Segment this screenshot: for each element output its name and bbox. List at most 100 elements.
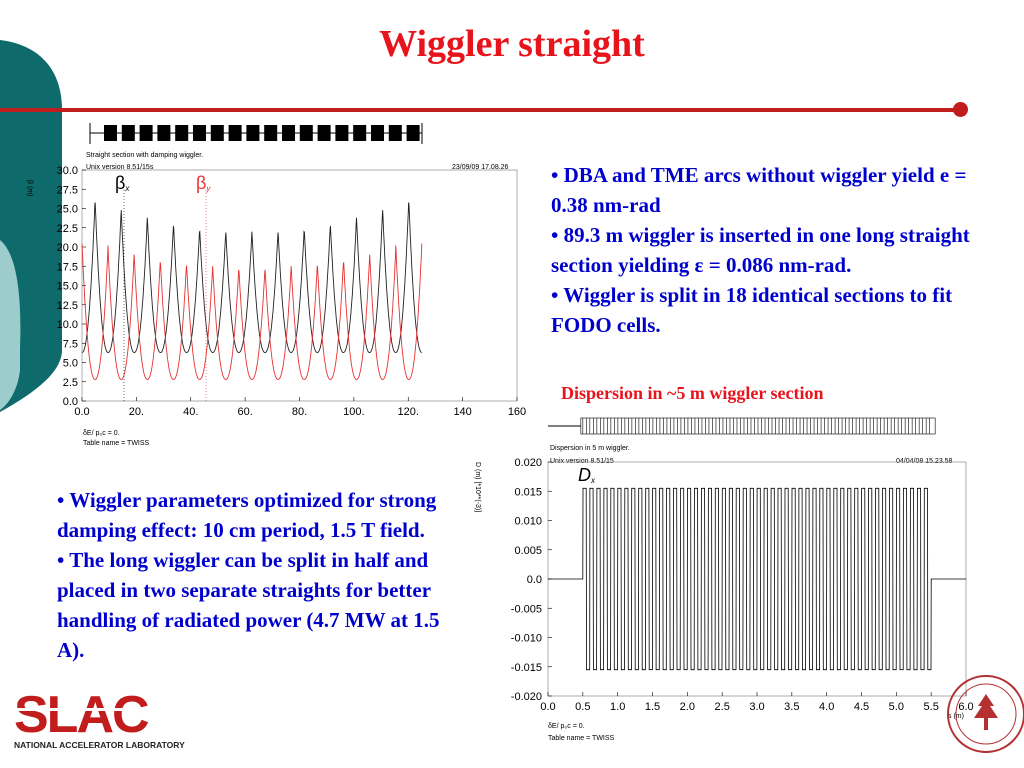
y-tick-label: 0.0: [527, 574, 542, 586]
chart1-footer-line1: δE/ p₀c = 0.: [83, 430, 120, 437]
lattice-magnet: [193, 125, 206, 141]
lattice-magnet: [371, 125, 384, 141]
y-tick-label: 20.0: [57, 242, 78, 254]
wiggler-lattice-bar: [548, 417, 936, 435]
y-tick-label: 5.0: [63, 358, 78, 370]
lattice-bar: [89, 123, 423, 144]
y-tick-label: -0.010: [511, 633, 542, 645]
lattice-magnet: [157, 125, 171, 141]
y-tick-label: 10.0: [57, 319, 78, 331]
x-tick-label: 80.: [292, 406, 307, 418]
dispersion-chart: Dispersion in 5 m wiggler. Unix version …: [474, 417, 974, 742]
lattice-magnet: [175, 125, 189, 141]
x-tick-label: 0.0: [74, 406, 89, 418]
y-tick-label: 0.010: [514, 516, 542, 528]
teal-arc-light: [0, 240, 21, 410]
left-bullet-list: • Wiggler parameters optimized for stron…: [57, 485, 452, 665]
x-tick-label: 6.0: [958, 701, 973, 713]
lattice-magnet: [282, 125, 295, 141]
bullet-wiggler-params: • Wiggler parameters optimized for stron…: [57, 488, 437, 542]
chart1-header-line1: Straight section with damping wiggler.: [86, 152, 203, 159]
y-tick-label: -0.015: [511, 662, 542, 674]
lattice-magnet: [121, 125, 135, 141]
series-βx: [81, 202, 422, 353]
lattice-magnet: [353, 125, 367, 141]
slac-logo-subtitle: NATIONAL ACCELERATOR LABORATORY: [14, 740, 185, 750]
chart1-x-ticks: 0.0 20. 40. 60. 80. 100. 120. 140 160: [74, 397, 526, 418]
x-tick-label: 120.: [398, 406, 419, 418]
chart2-series: [548, 487, 966, 671]
y-tick-label: 25.0: [57, 204, 78, 216]
lattice-magnet: [388, 125, 402, 141]
x-tick-label: 160: [508, 406, 526, 418]
y-tick-label: 22.5: [57, 223, 78, 235]
chart1-header-date: 23/09/09 17.08.26: [452, 164, 509, 171]
y-tick-label: 7.5: [63, 338, 78, 350]
chart1-footer-line2: Table name = TWISS: [83, 440, 150, 447]
title-rule: [0, 108, 962, 112]
y-tick-label: 0.0: [63, 396, 78, 408]
lattice-magnet: [335, 125, 349, 141]
x-tick-label: 2.0: [680, 701, 695, 713]
x-tick-label: 40.: [183, 406, 198, 418]
chart1-y-ticks: 0.0 2.5 5.0 7.5 10.0 12.5 15.0 17.5 20.0 22.5 25.0…: [57, 165, 86, 408]
y-tick-label: -0.005: [511, 603, 542, 615]
lattice-magnet: [246, 125, 260, 141]
x-tick-label: 100.: [343, 406, 364, 418]
slac-logo-text: SLAC: [14, 686, 149, 744]
betay-legend: βy: [196, 173, 211, 193]
bullet-wiggler-split: • Wiggler is split in 18 identical secti…: [551, 283, 953, 337]
y-tick-label: 0.020: [514, 457, 542, 469]
x-tick-label: 0.0: [540, 701, 555, 713]
chart1-header-line2: Unix version 8.51/15s: [86, 164, 154, 171]
chart2-header-date: 04/04/08 15.23.58: [896, 458, 953, 465]
lattice-magnet: [104, 125, 117, 141]
dispersion-caption: Dispersion in ~5 m wiggler section: [561, 383, 824, 403]
bullet-dba-tme: • DBA and TME arcs without wiggler yield…: [551, 163, 967, 217]
lattice-magnet: [228, 125, 242, 141]
lattice-magnet: [139, 125, 153, 141]
y-tick-label: 17.5: [57, 261, 78, 273]
lattice-magnet: [210, 125, 224, 141]
x-tick-label: 1.5: [645, 701, 660, 713]
chart2-header-line2: Unix version 8.51/15: [550, 458, 614, 465]
x-tick-label: 1.0: [610, 701, 625, 713]
x-tick-label: 20.: [129, 406, 144, 418]
y-tick-label: 2.5: [63, 377, 78, 389]
chart2-footer-line1: δE/ p₀c = 0.: [548, 723, 585, 730]
x-tick-label: 2.5: [715, 701, 730, 713]
lattice-magnet: [299, 125, 313, 141]
chart1-ylabel: β (m): [26, 180, 33, 196]
university-seal-icon: [947, 675, 1024, 753]
x-tick-label: 5.0: [889, 701, 904, 713]
x-tick-label: 3.5: [784, 701, 799, 713]
page-title: Wiggler straight: [379, 23, 645, 65]
series-βy: [81, 243, 423, 380]
x-tick-label: 140: [453, 406, 471, 418]
chart2-footer-line2: Table name = TWISS: [548, 735, 615, 742]
x-tick-label: 60.: [237, 406, 252, 418]
chart2-header-line1: Dispersion in 5 m wiggler.: [550, 445, 630, 452]
title-rule-dot: [953, 102, 968, 117]
chart1-series: [81, 202, 423, 380]
y-tick-label: 0.015: [514, 486, 542, 498]
y-tick-label: 0.005: [514, 545, 542, 557]
right-bullet-list: • DBA and TME arcs without wiggler yield…: [551, 160, 996, 340]
x-tick-label: 4.0: [819, 701, 834, 713]
beta-function-chart: Straight section with damping wiggler. U…: [26, 123, 526, 447]
lattice-magnet: [264, 125, 278, 141]
y-tick-label: -0.020: [511, 691, 542, 703]
lattice-magnet: [406, 125, 420, 141]
chart2-x-ticks: 0.0 0.5 1.0 1.5 2.0 2.5 3.0 3.5 4.0 4.5 5.0 5.5 6.0: [540, 692, 974, 713]
left-decoration: [0, 40, 62, 412]
chart2-y-ticks: -0.020 -0.015 -0.010 -0.005 0.0 0.005 0.010 0.0…: [511, 457, 552, 703]
x-tick-label: 3.0: [749, 701, 764, 713]
y-tick-label: 30.0: [57, 165, 78, 177]
chart2-ylabel: D (m) [*10**(-3)]: [474, 462, 481, 512]
slac-logo: SLAC NATIONAL ACCELERATOR LABORATORY: [14, 684, 194, 754]
dx-legend: Dx: [578, 465, 596, 485]
bullet-long-wiggler: • The long wiggler can be split in half …: [57, 548, 440, 662]
x-tick-label: 5.5: [924, 701, 939, 713]
series-Dx: [548, 487, 966, 671]
y-tick-label: 12.5: [57, 300, 78, 312]
